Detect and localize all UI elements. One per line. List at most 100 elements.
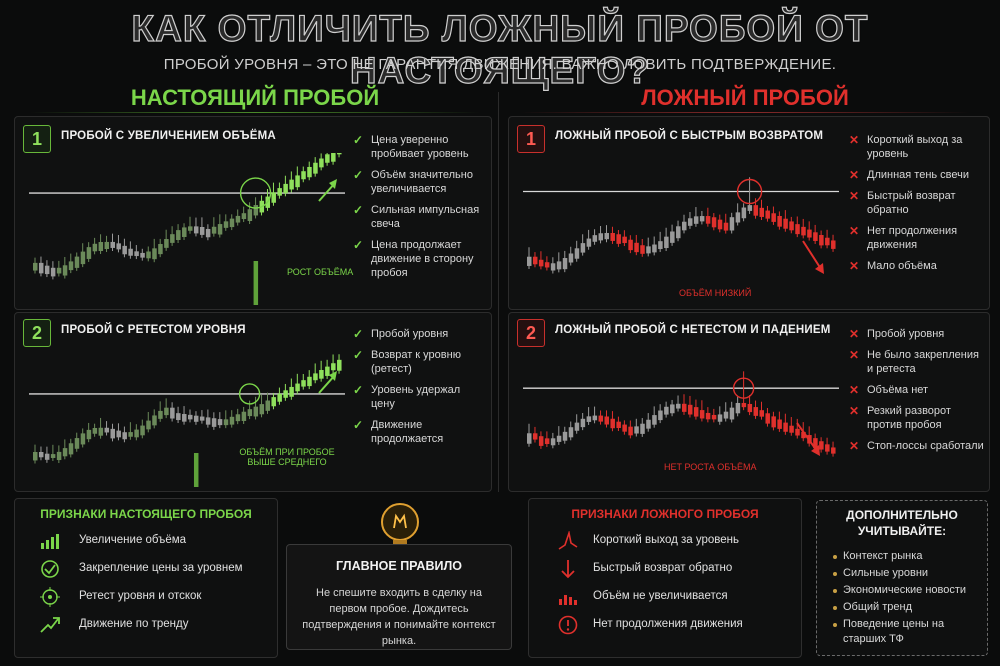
check-icon: ✓ xyxy=(353,383,364,397)
sign-item: Движение по тренду xyxy=(39,615,269,643)
candle xyxy=(217,224,223,235)
candle xyxy=(699,216,705,222)
candle xyxy=(62,265,68,276)
volume-bar xyxy=(193,453,199,487)
point: ✕ Стоп-лоссы сработали xyxy=(849,439,984,453)
candle xyxy=(783,422,788,432)
cross-icon: ✕ xyxy=(849,348,860,362)
false-panel-2: 2 ЛОЖНЫЙ ПРОБОЙ С НЕТЕСТОМ И ПАДЕНИЕМ НЕ… xyxy=(508,312,990,492)
signs-false-list: Короткий выход за уровень Быстрый возвра… xyxy=(557,531,797,643)
extra-item: Поведение цены на старших ТФ xyxy=(831,617,981,647)
warning-icon xyxy=(558,615,578,635)
candle xyxy=(622,236,627,244)
candle xyxy=(723,222,729,231)
candle xyxy=(277,188,282,196)
candle xyxy=(777,419,782,429)
point: ✕ Пробой уровня xyxy=(849,327,945,341)
candle xyxy=(729,217,735,231)
candle xyxy=(747,205,753,211)
candle xyxy=(44,265,50,275)
candle xyxy=(670,404,675,414)
candle xyxy=(199,226,205,235)
arrow-head xyxy=(815,263,824,274)
volume-label: РОСТ ОБЪЁМА xyxy=(287,267,354,277)
extra-list: Контекст рынка Сильные уровни Экономичес… xyxy=(831,549,981,647)
candle xyxy=(658,410,663,421)
volume-bar xyxy=(253,261,259,305)
candle xyxy=(56,451,62,461)
candle xyxy=(33,452,38,461)
candle xyxy=(789,425,794,433)
cross-icon: ✕ xyxy=(849,189,860,203)
panel-number: 1 xyxy=(23,125,51,153)
candle xyxy=(110,241,115,248)
candle xyxy=(301,171,306,180)
candle xyxy=(223,221,229,228)
candle xyxy=(158,243,163,255)
candle xyxy=(170,407,175,419)
candle xyxy=(152,415,157,426)
signs-false-panel: ПРИЗНАКИ ЛОЖНОГО ПРОБОЯ Короткий выход з… xyxy=(528,498,802,658)
candle xyxy=(259,404,265,415)
low-volume-icon xyxy=(559,595,577,605)
true-panel-1: 1 ПРОБОЙ С УВЕЛИЧЕНИЕМ ОБЪЁМА РОСТ ОБЪЁМ… xyxy=(14,116,492,310)
candle xyxy=(580,243,586,253)
sign-item: Короткий выход за уровень xyxy=(557,531,797,559)
candle xyxy=(307,166,312,178)
candle xyxy=(229,218,235,228)
panel-number: 2 xyxy=(23,319,51,347)
volume-label: НЕТ РОСТА ОБЪЁМА xyxy=(664,462,757,472)
candle xyxy=(271,192,276,203)
candle xyxy=(74,256,80,268)
candle xyxy=(735,212,741,223)
candle xyxy=(753,407,759,416)
true-chart-2 xyxy=(29,354,345,487)
point: ✓ Уровень удержал цену xyxy=(353,383,461,410)
candle xyxy=(705,412,711,420)
candle xyxy=(223,419,229,426)
sign-item: Закрепление цены за уровнем xyxy=(39,559,269,587)
candle xyxy=(562,258,568,270)
candle xyxy=(98,242,104,251)
candle xyxy=(128,248,133,256)
candle xyxy=(580,418,586,428)
point: ✕ Короткий выход за уровень xyxy=(849,133,963,160)
candle xyxy=(646,419,651,429)
candle xyxy=(664,236,669,249)
candle xyxy=(622,424,627,432)
candle xyxy=(253,205,259,216)
extra-item: Сильные уровни xyxy=(831,566,981,581)
candle xyxy=(795,224,800,235)
candle xyxy=(205,417,211,425)
candle xyxy=(86,247,92,259)
candle xyxy=(199,416,205,421)
candle xyxy=(592,235,598,242)
cross-icon: ✕ xyxy=(849,259,860,273)
candle xyxy=(628,426,633,436)
candle xyxy=(699,410,705,419)
candle xyxy=(538,436,544,446)
candle xyxy=(616,421,621,429)
candle xyxy=(277,393,282,402)
candle xyxy=(777,215,782,227)
candle xyxy=(711,217,717,228)
spike-icon xyxy=(558,531,578,550)
candle xyxy=(813,232,818,241)
candle xyxy=(176,413,181,421)
candle xyxy=(170,234,175,243)
extra-item: Контекст рынка xyxy=(831,549,981,564)
candle xyxy=(74,438,80,449)
point: ✓ Объём значительно увеличивается xyxy=(353,168,473,195)
volume-bars-icon xyxy=(41,534,59,549)
trend-arrow-icon xyxy=(40,617,60,633)
trend-arrow xyxy=(802,240,822,270)
candle xyxy=(241,411,247,421)
candle xyxy=(717,414,723,422)
highlight-circle xyxy=(732,377,755,399)
candle xyxy=(741,402,747,408)
candle xyxy=(80,251,86,265)
arrow-head xyxy=(329,179,337,189)
candle xyxy=(33,262,38,271)
candle xyxy=(134,251,139,257)
candle xyxy=(104,241,110,250)
